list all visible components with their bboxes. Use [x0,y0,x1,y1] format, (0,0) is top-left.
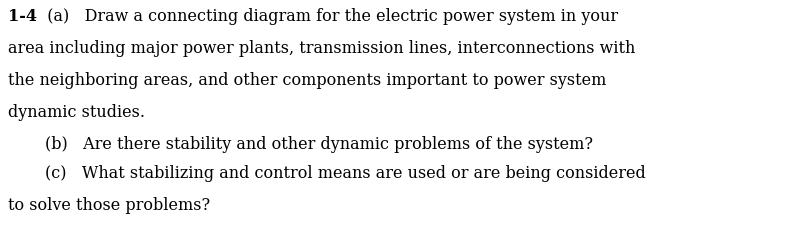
Text: (b)   Are there stability and other dynamic problems of the system?: (b) Are there stability and other dynami… [45,136,593,153]
Text: to solve those problems?: to solve those problems? [8,197,210,214]
Text: dynamic studies.: dynamic studies. [8,104,145,121]
Text: (a)   Draw a connecting diagram for the electric power system in your: (a) Draw a connecting diagram for the el… [37,8,618,25]
Text: 1-4: 1-4 [8,8,37,25]
Text: area including major power plants, transmission lines, interconnections with: area including major power plants, trans… [8,40,635,57]
Text: the neighboring areas, and other components important to power system: the neighboring areas, and other compone… [8,72,606,89]
Text: (c)   What stabilizing and control means are used or are being considered: (c) What stabilizing and control means a… [45,165,646,182]
